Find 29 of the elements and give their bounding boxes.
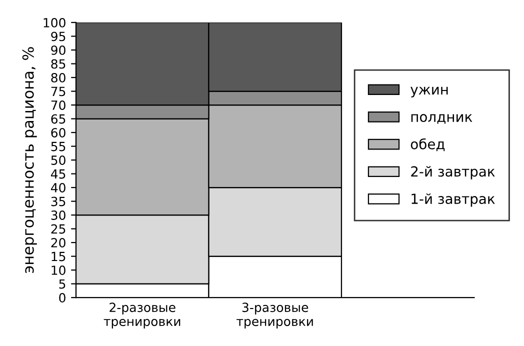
y-tick-label: 100 <box>44 18 66 28</box>
y-tick-label: 85 <box>51 59 66 69</box>
y-tick-label: 90 <box>51 45 66 55</box>
legend-label: 2-й завтрак <box>411 166 495 180</box>
y-tick-label: 5 <box>59 279 66 289</box>
legend-label: ужин <box>410 86 448 98</box>
y-tick-label: 60 <box>51 128 66 138</box>
legend-label: 1-й завтрак <box>412 193 495 207</box>
y-tick-label: 0 <box>59 293 66 302</box>
y-axis-title: энергоценность рациона, % <box>22 47 37 273</box>
y-tick-label: 70 <box>51 100 66 110</box>
y-tick-label: 80 <box>51 72 66 82</box>
legend-label: обед <box>410 138 445 152</box>
x-tick-label: 2-разовые тренировки <box>104 302 180 329</box>
y-tick-label: 10 <box>52 266 66 275</box>
y-tick-label: 15 <box>52 252 66 262</box>
y-tick-label: 30 <box>51 210 66 220</box>
y-tick-label: 45 <box>50 169 66 179</box>
y-tick-label: 20 <box>51 238 66 248</box>
y-tick-label: 95 <box>51 32 66 42</box>
y-tick-label: 55 <box>51 142 66 152</box>
y-tick-label: 65 <box>51 114 66 124</box>
x-tick-label: 3-разовые тренировки <box>236 302 313 329</box>
y-tick-label: 40 <box>50 183 66 192</box>
y-tick-label: 75 <box>51 86 66 96</box>
legend-label: полдник <box>411 114 472 124</box>
y-tick-label: 50 <box>51 155 66 165</box>
y-tick-label: 35 <box>51 196 66 206</box>
y-tick-label: 25 <box>51 224 66 234</box>
